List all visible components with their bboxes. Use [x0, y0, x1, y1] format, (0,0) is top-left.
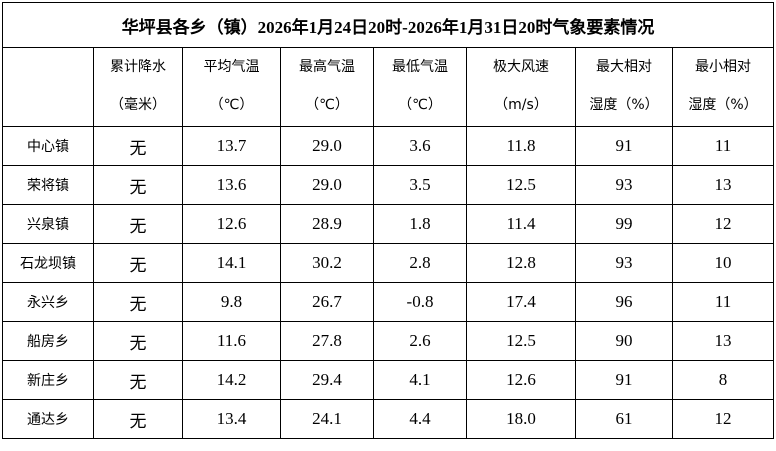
- header-line: 累计降水: [110, 59, 166, 75]
- cell: 11.6: [182, 321, 281, 361]
- town-name: 石龙坝镇: [2, 243, 94, 283]
- cell: 11.4: [466, 204, 576, 244]
- town-name: 新庄乡: [2, 360, 94, 400]
- cell: 8: [671, 360, 775, 400]
- data-row: 中心镇无 13.7 29.0 3.6 11.8 91 11: [2, 126, 775, 166]
- cell: 90: [575, 321, 673, 361]
- column-header: 最大相对湿度（%）: [575, 47, 673, 127]
- cell: 99: [575, 204, 673, 244]
- data-row: 石龙坝镇无 14.1 30.2 2.8 12.8 93 10: [2, 243, 775, 283]
- title-row: 华坪县各乡（镇）2026年1月24日20时-2026年1月31日20时气象要素情…: [1, 2, 775, 48]
- cell: 2.8: [373, 243, 467, 283]
- cell: 无: [93, 165, 183, 205]
- cell: 13.4: [182, 399, 281, 439]
- header-line: 平均气温: [203, 59, 260, 75]
- cell: 9.8: [182, 282, 281, 322]
- header-line: （℃）: [305, 97, 349, 113]
- cell: 13.7: [182, 126, 281, 166]
- header-line: （℃）: [398, 97, 442, 113]
- header-corner: [2, 47, 94, 127]
- header-line: （毫米）: [110, 97, 166, 113]
- cell: 4.1: [373, 360, 467, 400]
- cell: 13: [671, 165, 775, 205]
- table-title: 华坪县各乡（镇）2026年1月24日20时-2026年1月31日20时气象要素情…: [1, 2, 775, 48]
- header-line: 最大相对: [596, 59, 652, 75]
- header-line: （℃）: [209, 97, 254, 113]
- cell: 29.0: [280, 165, 374, 205]
- cell: 30.2: [280, 243, 374, 283]
- data-row: 新庄乡无 14.2 29.4 4.1 12.6 91 8: [2, 360, 775, 400]
- cell: 14.2: [182, 360, 281, 400]
- cell: 96: [575, 282, 673, 322]
- cell: 13.6: [182, 165, 281, 205]
- header-line: 湿度（%）: [589, 97, 659, 113]
- column-header: 最低气温 （℃）: [373, 47, 467, 127]
- column-header: 极大风速 （m/s）: [466, 47, 576, 127]
- header-line: 最小相对: [695, 59, 752, 75]
- cell: 28.9: [280, 204, 374, 244]
- cell: 24.1: [280, 399, 374, 439]
- cell: 12.8: [466, 243, 576, 283]
- data-row: 永兴乡无 9.8 26.7 -0.8 17.4 96 11: [2, 282, 775, 322]
- weather-table: 华坪县各乡（镇）2026年1月24日20时-2026年1月31日20时气象要素情…: [1, 2, 775, 439]
- town-name: 通达乡: [2, 399, 94, 439]
- cell: 无: [93, 126, 183, 166]
- cell: 无: [93, 243, 183, 283]
- town-name: 船房乡: [2, 321, 94, 361]
- cell: 无: [93, 321, 183, 361]
- header-line: 最低气温: [392, 59, 448, 75]
- cell: 3.6: [373, 126, 467, 166]
- cell: 11: [671, 126, 775, 166]
- cell: 61: [575, 399, 673, 439]
- cell: 93: [575, 243, 673, 283]
- data-row: 船房乡无 11.6 27.8 2.6 12.5 90 13: [2, 321, 775, 361]
- data-row: 兴泉镇无 12.6 28.9 1.8 11.4 99 12: [2, 204, 775, 244]
- cell: 13: [671, 321, 775, 361]
- cell: 14.1: [182, 243, 281, 283]
- town-name: 永兴乡: [2, 282, 94, 322]
- cell: 12: [671, 204, 775, 244]
- cell: 3.5: [373, 165, 467, 205]
- cell: 11.8: [466, 126, 576, 166]
- cell: 12.5: [466, 165, 576, 205]
- header-line: 湿度（%）: [688, 97, 758, 113]
- cell: 无: [93, 204, 183, 244]
- cell: 17.4: [466, 282, 576, 322]
- town-name: 兴泉镇: [2, 204, 94, 244]
- cell: 无: [93, 399, 183, 439]
- data-row: 通达乡无 13.4 24.1 4.4 18.0 61 12: [2, 399, 775, 439]
- cell: 29.4: [280, 360, 374, 400]
- cell: 12: [671, 399, 775, 439]
- column-header: 最小相对湿度（%）: [671, 47, 775, 127]
- cell: 27.8: [280, 321, 374, 361]
- cell: 无: [93, 282, 183, 322]
- town-name: 中心镇: [2, 126, 94, 166]
- cell: 11: [671, 282, 775, 322]
- cell: 18.0: [466, 399, 576, 439]
- town-name: 荣将镇: [2, 165, 94, 205]
- cell: 4.4: [373, 399, 467, 439]
- cell: 12.5: [466, 321, 576, 361]
- cell: 10: [671, 243, 775, 283]
- cell: 91: [575, 360, 673, 400]
- cell: 1.8: [373, 204, 467, 244]
- cell: 无: [93, 360, 183, 400]
- header-line: （m/s）: [494, 97, 548, 113]
- data-row: 荣将镇无 13.6 29.0 3.5 12.5 93 13: [2, 165, 775, 205]
- column-header: 累计降水 （毫米）: [93, 47, 183, 127]
- cell: 2.6: [373, 321, 467, 361]
- cell: 29.0: [280, 126, 374, 166]
- header-line: 极大风速: [493, 59, 549, 75]
- column-header: 最高气温 （℃）: [280, 47, 374, 127]
- header-row: 累计降水 （毫米） 平均气温 （℃） 最高气温 （℃） 最低气温 （℃） 极大风速 （m/s） 最大…: [2, 47, 775, 127]
- cell: 12.6: [182, 204, 281, 244]
- header-line: 最高气温: [299, 59, 355, 75]
- cell: 12.6: [466, 360, 576, 400]
- column-header: 平均气温 （℃）: [182, 47, 281, 127]
- cell: 93: [575, 165, 673, 205]
- cell: 26.7: [280, 282, 374, 322]
- cell: 91: [575, 126, 673, 166]
- cell: -0.8: [373, 282, 467, 322]
